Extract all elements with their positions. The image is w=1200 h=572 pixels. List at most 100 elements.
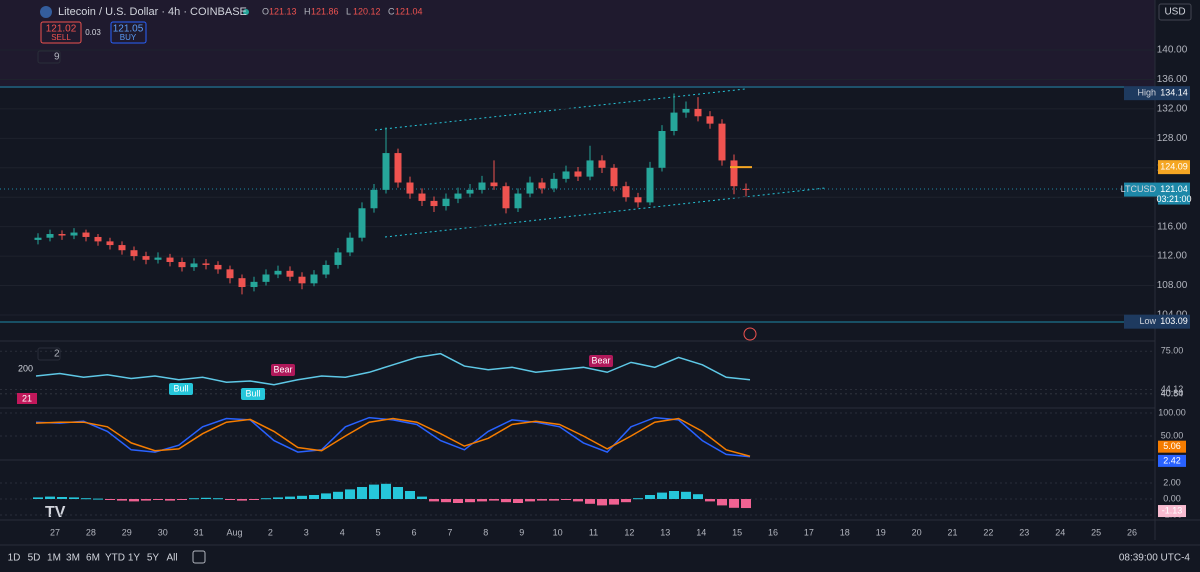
indicator-toggle[interactable] — [37, 50, 61, 64]
price-tag-value: 134.14 — [1160, 88, 1188, 98]
indicator-line — [35, 416, 751, 458]
y-tick-label: 132.00 — [1157, 104, 1188, 115]
signal-box — [271, 364, 295, 376]
x-tick-label: 13 — [660, 527, 670, 537]
currency[interactable]: USD — [1164, 7, 1185, 18]
histogram-bar — [69, 497, 79, 499]
candle-body — [682, 108, 690, 113]
histogram-bar — [657, 492, 667, 499]
candle-body — [706, 116, 714, 124]
candle-body — [346, 237, 354, 253]
histogram-bar — [33, 497, 43, 499]
histogram-bar — [261, 498, 271, 500]
y-tick-label: 108.00 — [1157, 280, 1188, 291]
candle-body — [58, 234, 66, 236]
event-icon[interactable] — [743, 327, 757, 341]
buy-button[interactable] — [110, 21, 147, 44]
channel-lower — [384, 187, 826, 238]
ohlc-value: 120.12 — [353, 6, 381, 16]
histogram-bar — [477, 499, 487, 502]
x-tick-label: 24 — [1055, 527, 1065, 537]
price-tag-value: 124.09 — [1160, 162, 1188, 172]
candle-body — [106, 241, 114, 246]
histogram-bar — [465, 499, 475, 503]
sell-price[interactable]: 121.02 — [46, 24, 77, 35]
range-button[interactable]: 5Y — [147, 553, 160, 564]
histogram-bar — [45, 496, 55, 499]
range-button[interactable]: All — [166, 553, 177, 564]
sell-button[interactable] — [40, 21, 82, 44]
spread: 0.03 — [85, 28, 101, 37]
candle-body — [214, 264, 222, 270]
indicator-count[interactable]: 9 — [54, 52, 60, 63]
range-button[interactable]: 1M — [47, 553, 61, 564]
indicator-count[interactable]: 2 — [54, 349, 60, 360]
candle-body — [658, 130, 666, 168]
x-tick-label: 20 — [912, 527, 922, 537]
value-tag — [1158, 440, 1186, 453]
value-tag-label: 2.42 — [1163, 455, 1181, 465]
ohlc-value: 121.86 — [311, 6, 339, 16]
x-tick-label: 26 — [1127, 527, 1137, 537]
x-tick-label: 6 — [411, 527, 416, 537]
buy-label[interactable]: BUY — [120, 33, 137, 42]
candle-body — [598, 160, 606, 168]
range-button[interactable]: 5D — [28, 553, 41, 564]
signal-label: Bull — [173, 383, 188, 393]
candle-body — [646, 167, 654, 203]
range-button[interactable]: 3M — [66, 553, 80, 564]
candle-body — [418, 193, 426, 201]
histogram-bar — [201, 497, 211, 499]
histogram-bar — [165, 499, 175, 501]
y-tick-label: 40.80 — [1161, 388, 1184, 398]
price-tag-value: 103.09 — [1160, 316, 1188, 326]
x-tick-label: 16 — [768, 527, 778, 537]
histogram-bar — [381, 483, 391, 499]
signal-box — [589, 355, 613, 367]
y-tick-label: 136.00 — [1157, 74, 1188, 85]
histogram-bar — [501, 499, 511, 503]
candle-body — [370, 189, 378, 209]
candle-body — [490, 182, 498, 187]
histogram-bar — [309, 495, 319, 499]
candle-body — [610, 167, 618, 187]
histogram-bar — [129, 499, 139, 502]
ohlc-key: L — [346, 6, 351, 16]
candle-body — [322, 264, 330, 275]
price-tag — [1158, 86, 1190, 101]
histogram-bar — [273, 497, 283, 499]
sell-label[interactable]: SELL — [51, 33, 71, 42]
x-tick-label: 19 — [876, 527, 886, 537]
price-countdown: 03:21:00 — [1156, 194, 1191, 204]
candle-body — [262, 274, 270, 282]
y-tick-label: 100.00 — [1158, 407, 1186, 417]
indicator-toggle[interactable] — [37, 347, 61, 361]
signal-label: Bull — [245, 388, 260, 398]
candle-body — [190, 263, 198, 268]
candle-body — [694, 108, 702, 117]
candle-body — [358, 208, 366, 238]
range-button[interactable]: 6M — [86, 553, 100, 564]
candle-body — [130, 250, 138, 257]
currency-button[interactable] — [1158, 3, 1192, 21]
x-tick-label: 7 — [447, 527, 452, 537]
candle-body — [154, 257, 162, 260]
candle-body — [526, 182, 534, 194]
buy-price[interactable]: 121.05 — [113, 24, 144, 35]
histogram-bar — [81, 498, 91, 500]
date-range-button[interactable] — [192, 550, 206, 564]
histogram-bar — [693, 494, 703, 499]
range-button[interactable]: 1D — [8, 553, 21, 564]
candle-body — [274, 270, 282, 275]
y-tick-label: 2.00 — [1163, 477, 1181, 487]
range-button[interactable]: 1Y — [128, 553, 141, 564]
x-tick-label: 25 — [1091, 527, 1101, 537]
ohlc-value: 121.04 — [395, 6, 423, 16]
histogram-bar — [561, 499, 571, 500]
candle-body — [250, 281, 258, 288]
indicator-tag — [17, 393, 37, 404]
candle-body — [586, 160, 594, 177]
histogram-bar — [597, 499, 607, 506]
histogram-bar — [453, 499, 463, 503]
range-button[interactable]: YTD — [105, 553, 125, 564]
